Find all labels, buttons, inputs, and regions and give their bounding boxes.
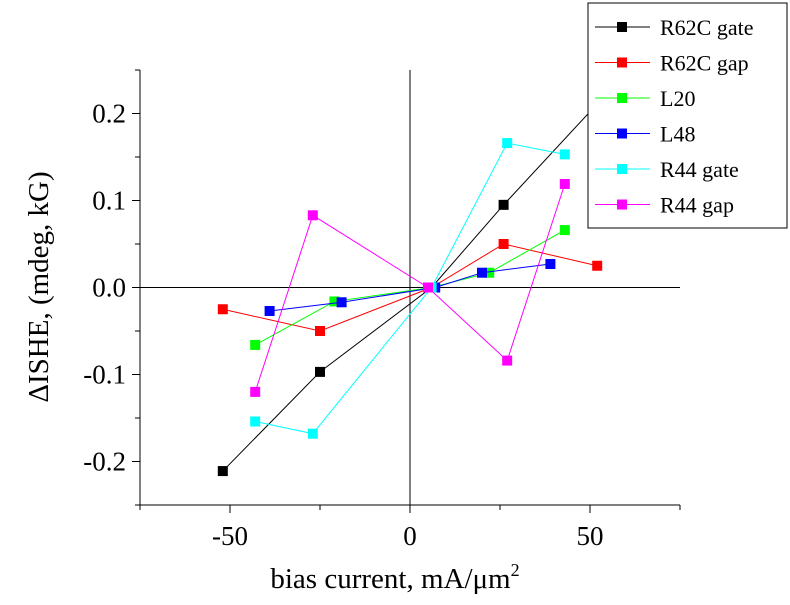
x-axis-title-superscript: 2: [511, 560, 520, 580]
data-point-l48: [545, 259, 556, 270]
series-layer: [217, 98, 603, 477]
x-tick-label: 0: [403, 521, 417, 551]
y-tick-label: -0.1: [83, 360, 126, 390]
legend-label: R62C gate: [660, 15, 754, 40]
data-point-r44-gate: [502, 138, 513, 149]
legend-label: R44 gate: [660, 157, 739, 182]
x-tick-label: 50: [577, 521, 604, 551]
legend-item-l48: L48: [595, 122, 695, 147]
data-point-r62c-gate: [498, 199, 509, 210]
legend-item-r62c-gate: R62C gate: [595, 15, 754, 40]
legend-item-r62c-gap: R62C gap: [595, 51, 749, 76]
data-point-r62c-gate: [217, 466, 228, 477]
data-point-r62c-gap: [498, 239, 509, 249]
legend-swatch-marker: [617, 128, 627, 139]
legend-label: R62C gap: [660, 51, 749, 76]
data-point-l20: [559, 225, 570, 236]
legend-label: R44 gap: [660, 193, 734, 218]
legend-label: L48: [660, 122, 695, 147]
legend-item-r44-gap: R44 gap: [595, 193, 734, 218]
y-tick-label: -0.2: [83, 447, 126, 477]
y-tick-label: 0.0: [92, 273, 126, 303]
legend-swatch-marker: [617, 22, 627, 32]
data-point-r44-gate: [307, 428, 318, 439]
y-tick-label: 0.1: [92, 186, 126, 216]
data-point-r44-gap: [423, 282, 433, 293]
legend: R62C gate R62C gap L20 L48 R44 gate R44 gap: [587, 2, 788, 229]
data-point-r44-gap: [502, 355, 513, 366]
data-point-r44-gap: [250, 386, 261, 397]
legend-item-l20: L20: [595, 86, 695, 111]
data-point-r44-gap: [307, 210, 318, 221]
x-tick-label: -50: [212, 521, 248, 551]
data-point-l48: [336, 297, 347, 308]
axes: -50 0 50 -0.2 -0.1 0.0 0.1 0.2: [83, 69, 681, 551]
data-point-r62c-gap: [315, 326, 325, 336]
data-point-l20: [329, 296, 340, 307]
x-axis-title: bias current, mA/μm2: [270, 560, 519, 595]
legend-item-r44-gate: R44 gate: [595, 157, 739, 182]
series-r44-gap: [250, 178, 570, 397]
legend-swatch-marker: [617, 164, 627, 174]
legend-box: [587, 2, 788, 229]
data-point-r62c-gate: [315, 366, 325, 377]
data-point-l48: [477, 267, 487, 278]
legend-label: L20: [660, 86, 695, 111]
legend-swatch-marker: [617, 57, 627, 68]
y-axis-title: ΔISHE, (mdeg, kG): [23, 171, 55, 402]
legend-swatch-marker: [617, 199, 627, 210]
data-point-r44-gate: [250, 416, 261, 427]
data-point-l20: [250, 339, 261, 350]
y-tick-label: 0.2: [92, 99, 126, 129]
data-point-r44-gate: [559, 149, 570, 160]
data-point-r62c-gap: [592, 260, 603, 271]
data-point-l48: [264, 305, 275, 316]
data-point-r44-gap: [559, 178, 570, 189]
legend-swatch-marker: [617, 93, 627, 103]
data-point-r62c-gap: [217, 304, 228, 315]
data-point-l20: [484, 267, 495, 278]
